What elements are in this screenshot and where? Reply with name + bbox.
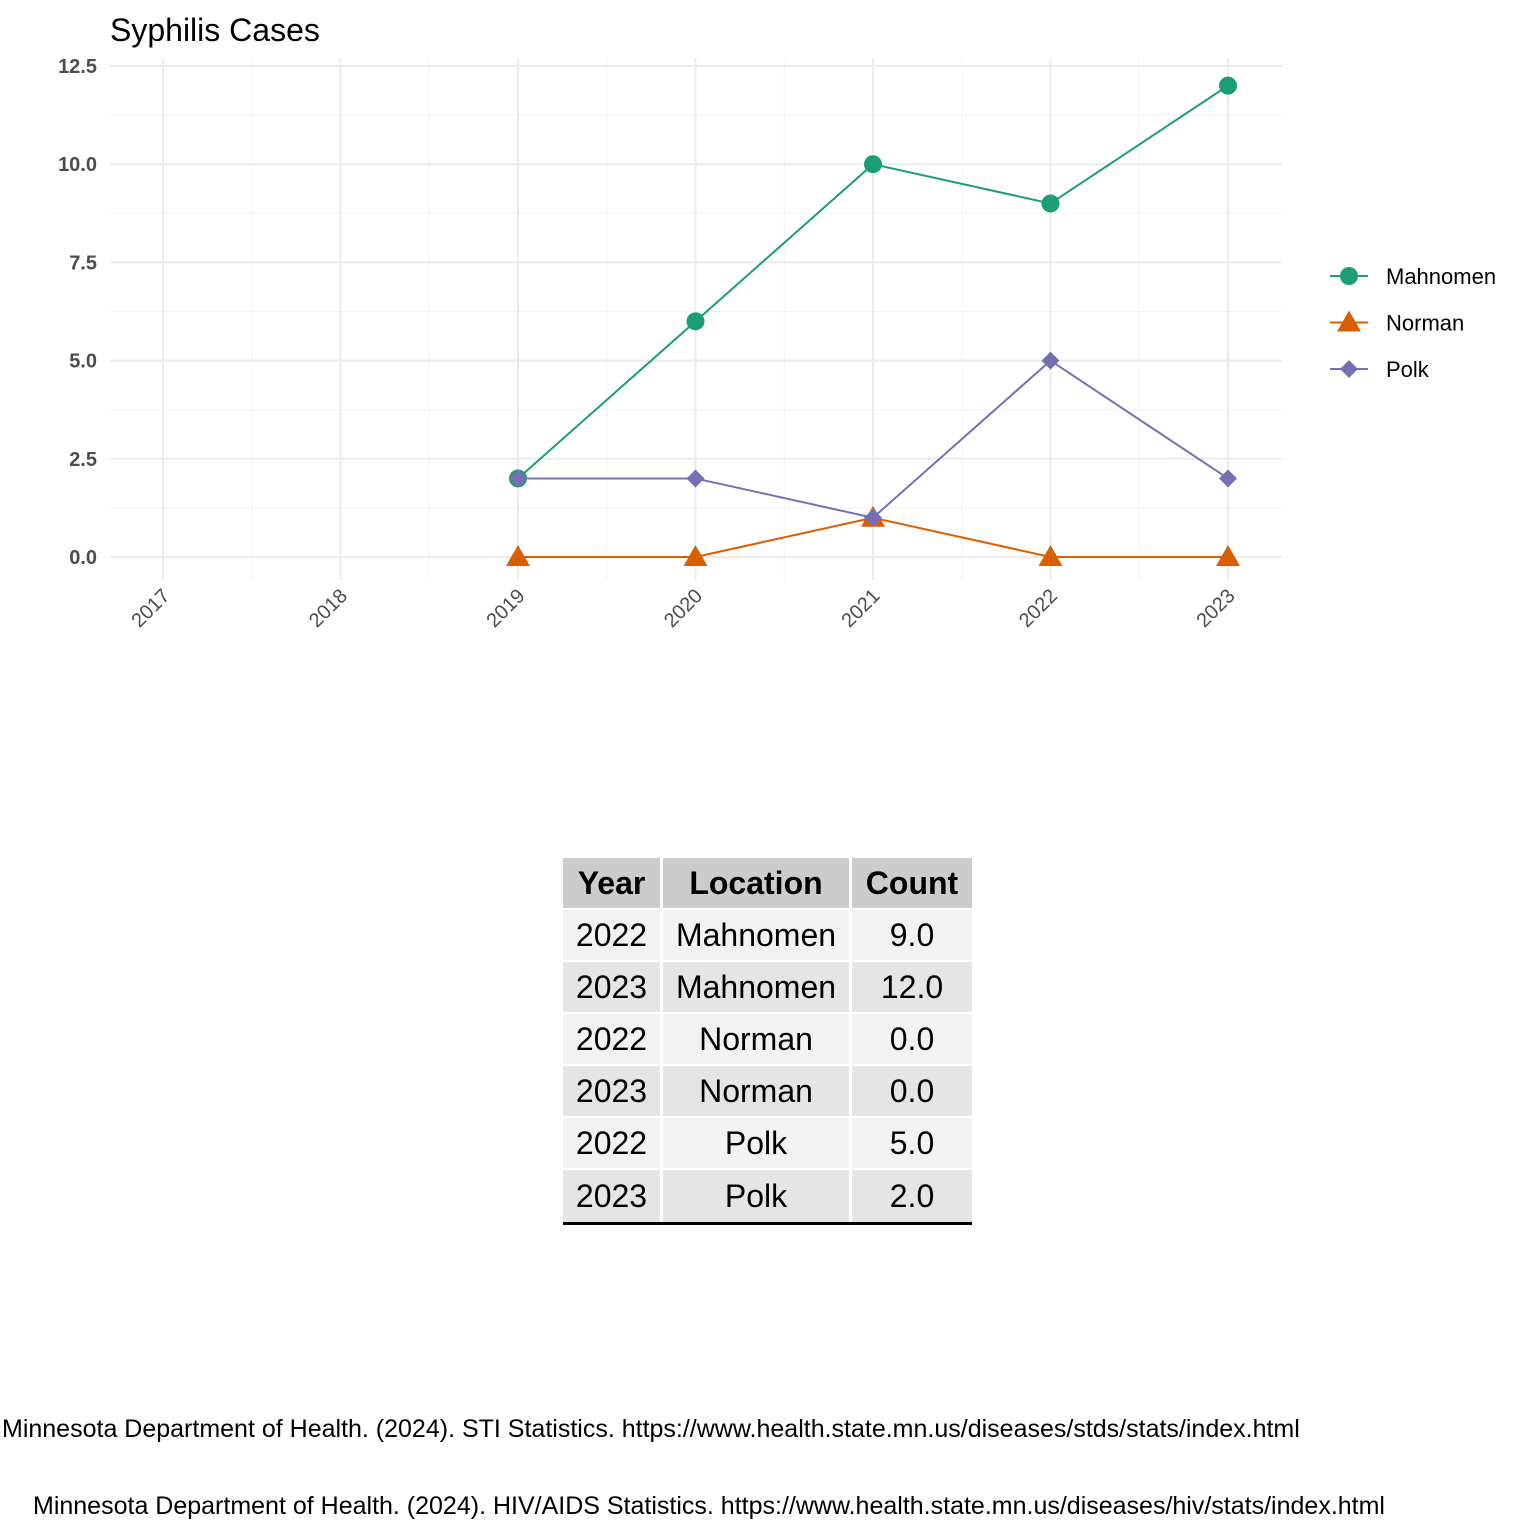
syphilis-line-chart: Syphilis Cases 0.0 2.5 5.0 7.5 10.0 12.5 2017 2… [58, 12, 1496, 632]
data-point-mahnomen [864, 155, 882, 174]
cell-count: 0.0 [852, 1014, 972, 1066]
grid [110, 58, 1282, 580]
series [506, 76, 1240, 566]
data-point-polk [509, 469, 527, 488]
x-tick-label: 2023 [1193, 585, 1240, 632]
data-point-norman [1038, 545, 1063, 566]
data-point-polk [1219, 469, 1237, 488]
legend-item-norman: Norman [1330, 310, 1464, 336]
data-point-mahnomen [1041, 194, 1060, 213]
cell-location: Norman [663, 1066, 852, 1118]
header-location: Location [663, 858, 852, 910]
cell-location: Mahnomen [663, 962, 852, 1014]
x-tick-label: 2020 [660, 585, 707, 632]
legend-item-polk: Polk [1330, 357, 1430, 382]
cell-location: Norman [663, 1014, 852, 1066]
data-point-norman [1216, 545, 1240, 566]
data-point-mahnomen [1219, 76, 1237, 95]
y-tick-label: 7.5 [69, 252, 97, 274]
legend: Mahnomen Norman Polk [1330, 264, 1496, 382]
data-point-polk [864, 508, 882, 527]
table-row: 2022 Norman 0.0 [563, 1014, 972, 1066]
legend-label-mahnomen: Mahnomen [1386, 264, 1496, 289]
table-row: 2023 Polk 2.0 [563, 1170, 972, 1222]
data-point-mahnomen [686, 312, 705, 331]
legend-item-mahnomen: Mahnomen [1330, 264, 1496, 289]
data-point-norman [683, 545, 708, 566]
table-row: 2022 Mahnomen 9.0 [563, 910, 972, 962]
legend-label-norman: Norman [1386, 311, 1464, 336]
y-tick-label: 0.0 [69, 547, 97, 569]
legend-label-polk: Polk [1386, 357, 1430, 382]
chart-title: Syphilis Cases [110, 12, 320, 48]
x-tick-label: 2017 [128, 585, 175, 632]
cell-year: 2023 [563, 1170, 663, 1222]
y-tick-label: 2.5 [69, 449, 97, 471]
table-row: 2022 Polk 5.0 [563, 1118, 972, 1170]
legend-marker-polk [1340, 360, 1358, 378]
cell-year: 2023 [563, 1066, 663, 1118]
data-point-polk [1041, 351, 1060, 370]
axis-labels: 0.0 2.5 5.0 7.5 10.0 12.5 2017 2018 2019 2020 2021… [58, 56, 1239, 632]
table-header-row: Year Location Count [563, 858, 972, 910]
cell-year: 2022 [563, 1118, 663, 1170]
cell-location: Mahnomen [663, 910, 852, 962]
legend-marker-norman [1337, 310, 1361, 332]
x-tick-label: 2019 [483, 585, 530, 632]
x-tick-label: 2022 [1015, 585, 1062, 632]
legend-marker-mahnomen [1340, 267, 1358, 285]
cell-location: Polk [663, 1118, 852, 1170]
cell-year: 2022 [563, 910, 663, 962]
cell-count: 2.0 [852, 1170, 972, 1222]
y-tick-label: 10.0 [58, 154, 97, 176]
citation-sti: Minnesota Department of Health. (2024). … [2, 1415, 1300, 1443]
data-point-norman [506, 545, 530, 566]
cell-year: 2023 [563, 962, 663, 1014]
cell-count: 12.0 [852, 962, 972, 1014]
citation-hiv: Minnesota Department of Health. (2024). … [33, 1492, 1385, 1520]
cell-count: 0.0 [852, 1066, 972, 1118]
y-tick-label: 5.0 [69, 351, 97, 373]
header-year: Year [563, 858, 663, 910]
table-row: 2023 Mahnomen 12.0 [563, 962, 972, 1014]
cell-count: 9.0 [852, 910, 972, 962]
data-point-polk [686, 469, 705, 488]
y-tick-label: 12.5 [58, 56, 97, 78]
x-tick-label: 2018 [305, 585, 352, 632]
cell-year: 2022 [563, 1014, 663, 1066]
cases-table: Year Location Count 2022 Mahnomen 9.0 20… [563, 858, 972, 1225]
table-row: 2023 Norman 0.0 [563, 1066, 972, 1118]
cell-location: Polk [663, 1170, 852, 1222]
x-tick-label: 2021 [838, 585, 885, 632]
cell-count: 5.0 [852, 1118, 972, 1170]
header-count: Count [852, 858, 972, 910]
